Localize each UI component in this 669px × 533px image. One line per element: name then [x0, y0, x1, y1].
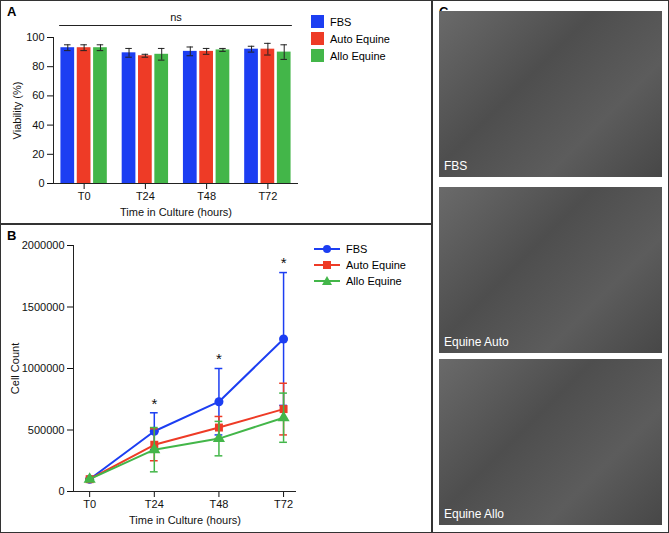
svg-text:500000: 500000 [28, 424, 65, 436]
svg-text:T24: T24 [136, 190, 155, 202]
html-text:C: C [439, 4, 449, 19]
html-text:FBS: FBS [444, 159, 468, 173]
html-text:A: A [7, 4, 17, 19]
svg-text:T72: T72 [258, 190, 277, 202]
svg-text:2000000: 2000000 [22, 239, 65, 251]
svg-text:60: 60 [32, 89, 44, 101]
svg-text:*: * [216, 350, 222, 367]
html-text:FBS: FBS [346, 243, 368, 255]
svg-text:*: * [281, 254, 287, 271]
svg-text:Time in Culture (hours): Time in Culture (hours) [120, 206, 232, 218]
html-text:Allo Equine: Allo Equine [346, 275, 402, 287]
svg-text:T72: T72 [274, 498, 293, 510]
svg-text:40: 40 [32, 119, 44, 131]
svg-text:T48: T48 [209, 498, 228, 510]
svg-text:Viability (%): Viability (%) [11, 82, 23, 140]
svg-text:ns: ns [170, 11, 182, 23]
html-text:Equine Allo: Equine Allo [444, 507, 504, 521]
svg-text:0: 0 [58, 485, 64, 497]
svg-text:20: 20 [32, 148, 44, 160]
svg-text:*: * [151, 395, 157, 412]
html-text:Auto Equine: Auto Equine [330, 32, 390, 45]
svg-text:Time in Culture (hours): Time in Culture (hours) [129, 514, 241, 526]
svg-text:1500000: 1500000 [22, 301, 65, 313]
svg-text:T24: T24 [145, 498, 164, 510]
html-text:Equine Auto: Equine Auto [444, 335, 509, 349]
svg-text:Cell Count: Cell Count [9, 343, 21, 394]
html-text:Allo Equine: Allo Equine [330, 49, 386, 62]
svg-text:0: 0 [38, 177, 44, 189]
svg-text:T0: T0 [78, 190, 91, 202]
svg-text:100: 100 [26, 31, 44, 43]
html-text:B: B [7, 228, 17, 243]
svg-text:1000000: 1000000 [22, 362, 65, 374]
html-text:FBS: FBS [330, 15, 352, 28]
svg-text:T0: T0 [83, 498, 96, 510]
svg-text:T48: T48 [197, 190, 216, 202]
svg-text:80: 80 [32, 60, 44, 72]
html-text:Auto Equine: Auto Equine [346, 259, 406, 271]
